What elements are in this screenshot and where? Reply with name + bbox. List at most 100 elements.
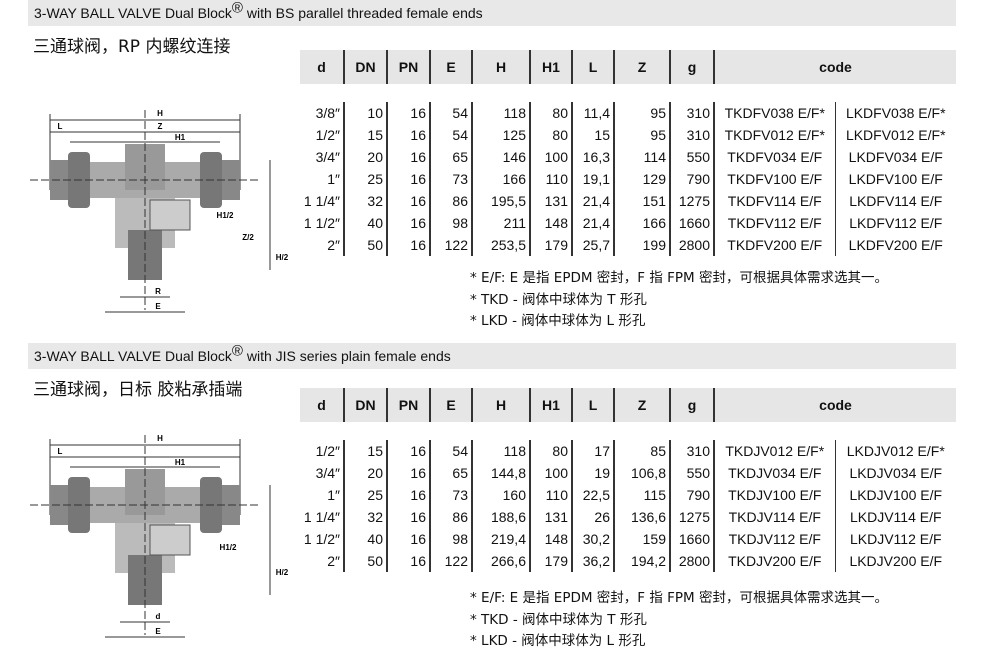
table-cell: LKDJV112 E/F [834,528,956,550]
table-cell: 2800 [669,234,714,256]
table-cell: 26 [571,506,614,528]
column-header: PN [386,50,430,84]
table-cell: 15 [343,440,387,462]
table-cell: 95 [613,102,670,124]
table-cell: LKDFV100 E/F [834,168,956,190]
table-cell: 122 [429,550,472,572]
table-cell: TKDFV200 E/F [713,234,835,256]
note: * LKD - 阀体中球体为 L 形孔 [470,313,646,329]
table-cell: 11,4 [571,102,614,124]
table-cell: 2″ [327,553,340,569]
table-cell: LKDFV114 E/F [834,190,956,212]
table-cell: 54 [429,102,472,124]
table-cell: 790 [669,168,714,190]
table-cell: TKDFV038 E/F* [713,102,835,124]
table-cell: TKDFV100 E/F [713,168,835,190]
table-cell: 21,4 [571,190,614,212]
table-cell: 188,6 [471,506,530,528]
table-cell: 100 [529,462,572,484]
table-cell: 80 [529,102,572,124]
table-cell: 1 1/4″ [303,509,340,525]
table-row: 1 1/4″ 32 16 86 188,6 131 26 136,6 1275 TKDJV114 … [300,506,956,528]
table-cell: 211 [471,212,530,234]
table-cell: 1″ [327,171,340,187]
table-row: 1 1/2″ 40 16 98 219,4 148 30,2 159 1660 TKDJV112 … [300,528,956,550]
table-cell: 16 [386,550,430,572]
table-cell: 114 [613,146,670,168]
table-cell: 16 [386,190,430,212]
dimension-label: H [157,109,163,118]
table-cell: 73 [429,168,472,190]
table-cell: 98 [429,528,472,550]
table-cell: 21,4 [571,212,614,234]
table-cell: 790 [669,484,714,506]
table-row: 1/2″ 15 16 54 118 80 17 85 310 TKDJV012 E/F* LKDJV… [300,440,956,462]
title-text: with BS parallel threaded female ends [242,5,483,21]
table-cell: 310 [669,440,714,462]
title-text: with JIS series plain female ends [242,348,451,364]
table-cell: 16 [386,462,430,484]
column-header: code [713,50,956,84]
note: * LKD - 阀体中球体为 L 形孔 [470,633,646,649]
table-cell: 148 [529,212,572,234]
column-header: PN [386,388,430,422]
table-cell: 1275 [669,506,714,528]
table-cell: 50 [343,234,387,256]
table-cell: TKDJV114 E/F [713,506,835,528]
dimension-label: H1/2 [217,211,234,220]
table-cell: 1275 [669,190,714,212]
table-cell: 54 [429,124,472,146]
title-text: 3-WAY BALL VALVE Dual Block [34,5,232,21]
note: * TKD - 阀体中球体为 T 形孔 [470,291,647,308]
table-cell: 129 [613,168,670,190]
table-cell: 166 [613,212,670,234]
title-text: 3-WAY BALL VALVE Dual Block [34,348,232,364]
table-cell: TKDFV114 E/F [713,190,835,212]
table-cell: 179 [529,234,572,256]
table-cell: 16 [386,528,430,550]
table-cell: 86 [429,506,472,528]
dimension-label: E [155,627,161,636]
table-cell: 65 [429,462,472,484]
column-header: H1 [529,50,572,84]
table-cell: 106,8 [613,462,670,484]
dimension-label: H1/2 [220,543,237,552]
table-cell: 25 [343,484,387,506]
table-cell: 16,3 [571,146,614,168]
column-header: g [669,388,714,422]
table-cell: 16 [386,484,430,506]
table-cell: 16 [386,168,430,190]
dimension-label: H1 [175,133,186,142]
table-cell: 10 [343,102,387,124]
table-cell: 16 [386,506,430,528]
table-cell: 40 [343,528,387,550]
dimension-label: Z [158,122,163,131]
table-row: 2″ 50 16 122 266,6 179 36,2 194,2 2800 TKDJV200 E… [300,550,956,572]
table-cell: 3/8″ [315,105,340,121]
table-row: 1 1/4″ 32 16 86 195,5 131 21,4 151 1275 TKDFV114 … [300,190,956,212]
table-cell: 194,2 [613,550,670,572]
column-header: DN [343,50,387,84]
table-cell: 36,2 [571,550,614,572]
column-header: H [471,50,530,84]
dimension-label: H/2 [276,253,289,262]
column-header: Z [613,388,670,422]
table-cell: TKDJV012 E/F* [713,440,835,462]
table-cell: 20 [343,462,387,484]
column-header: d [300,50,344,84]
dimension-label: L [58,122,63,131]
section-subtitle: 三通球阀，日标 胶粘承插端 [33,380,243,400]
table-cell: 25 [343,168,387,190]
table-cell: 19 [571,462,614,484]
table-cell: 98 [429,212,472,234]
table-cell: 148 [529,528,572,550]
table-cell: LKDJV034 E/F [834,462,956,484]
valve-diagram: H L H1 H1/2 H/2 dE [30,434,289,638]
table-cell: 146 [471,146,530,168]
column-header: DN [343,388,387,422]
table-cell: 219,4 [471,528,530,550]
notes: * E/F: E 是指 EPDM 密封，F 指 FPM 密封，可根据具体需求选其… [470,268,888,333]
table-cell: 16 [386,212,430,234]
